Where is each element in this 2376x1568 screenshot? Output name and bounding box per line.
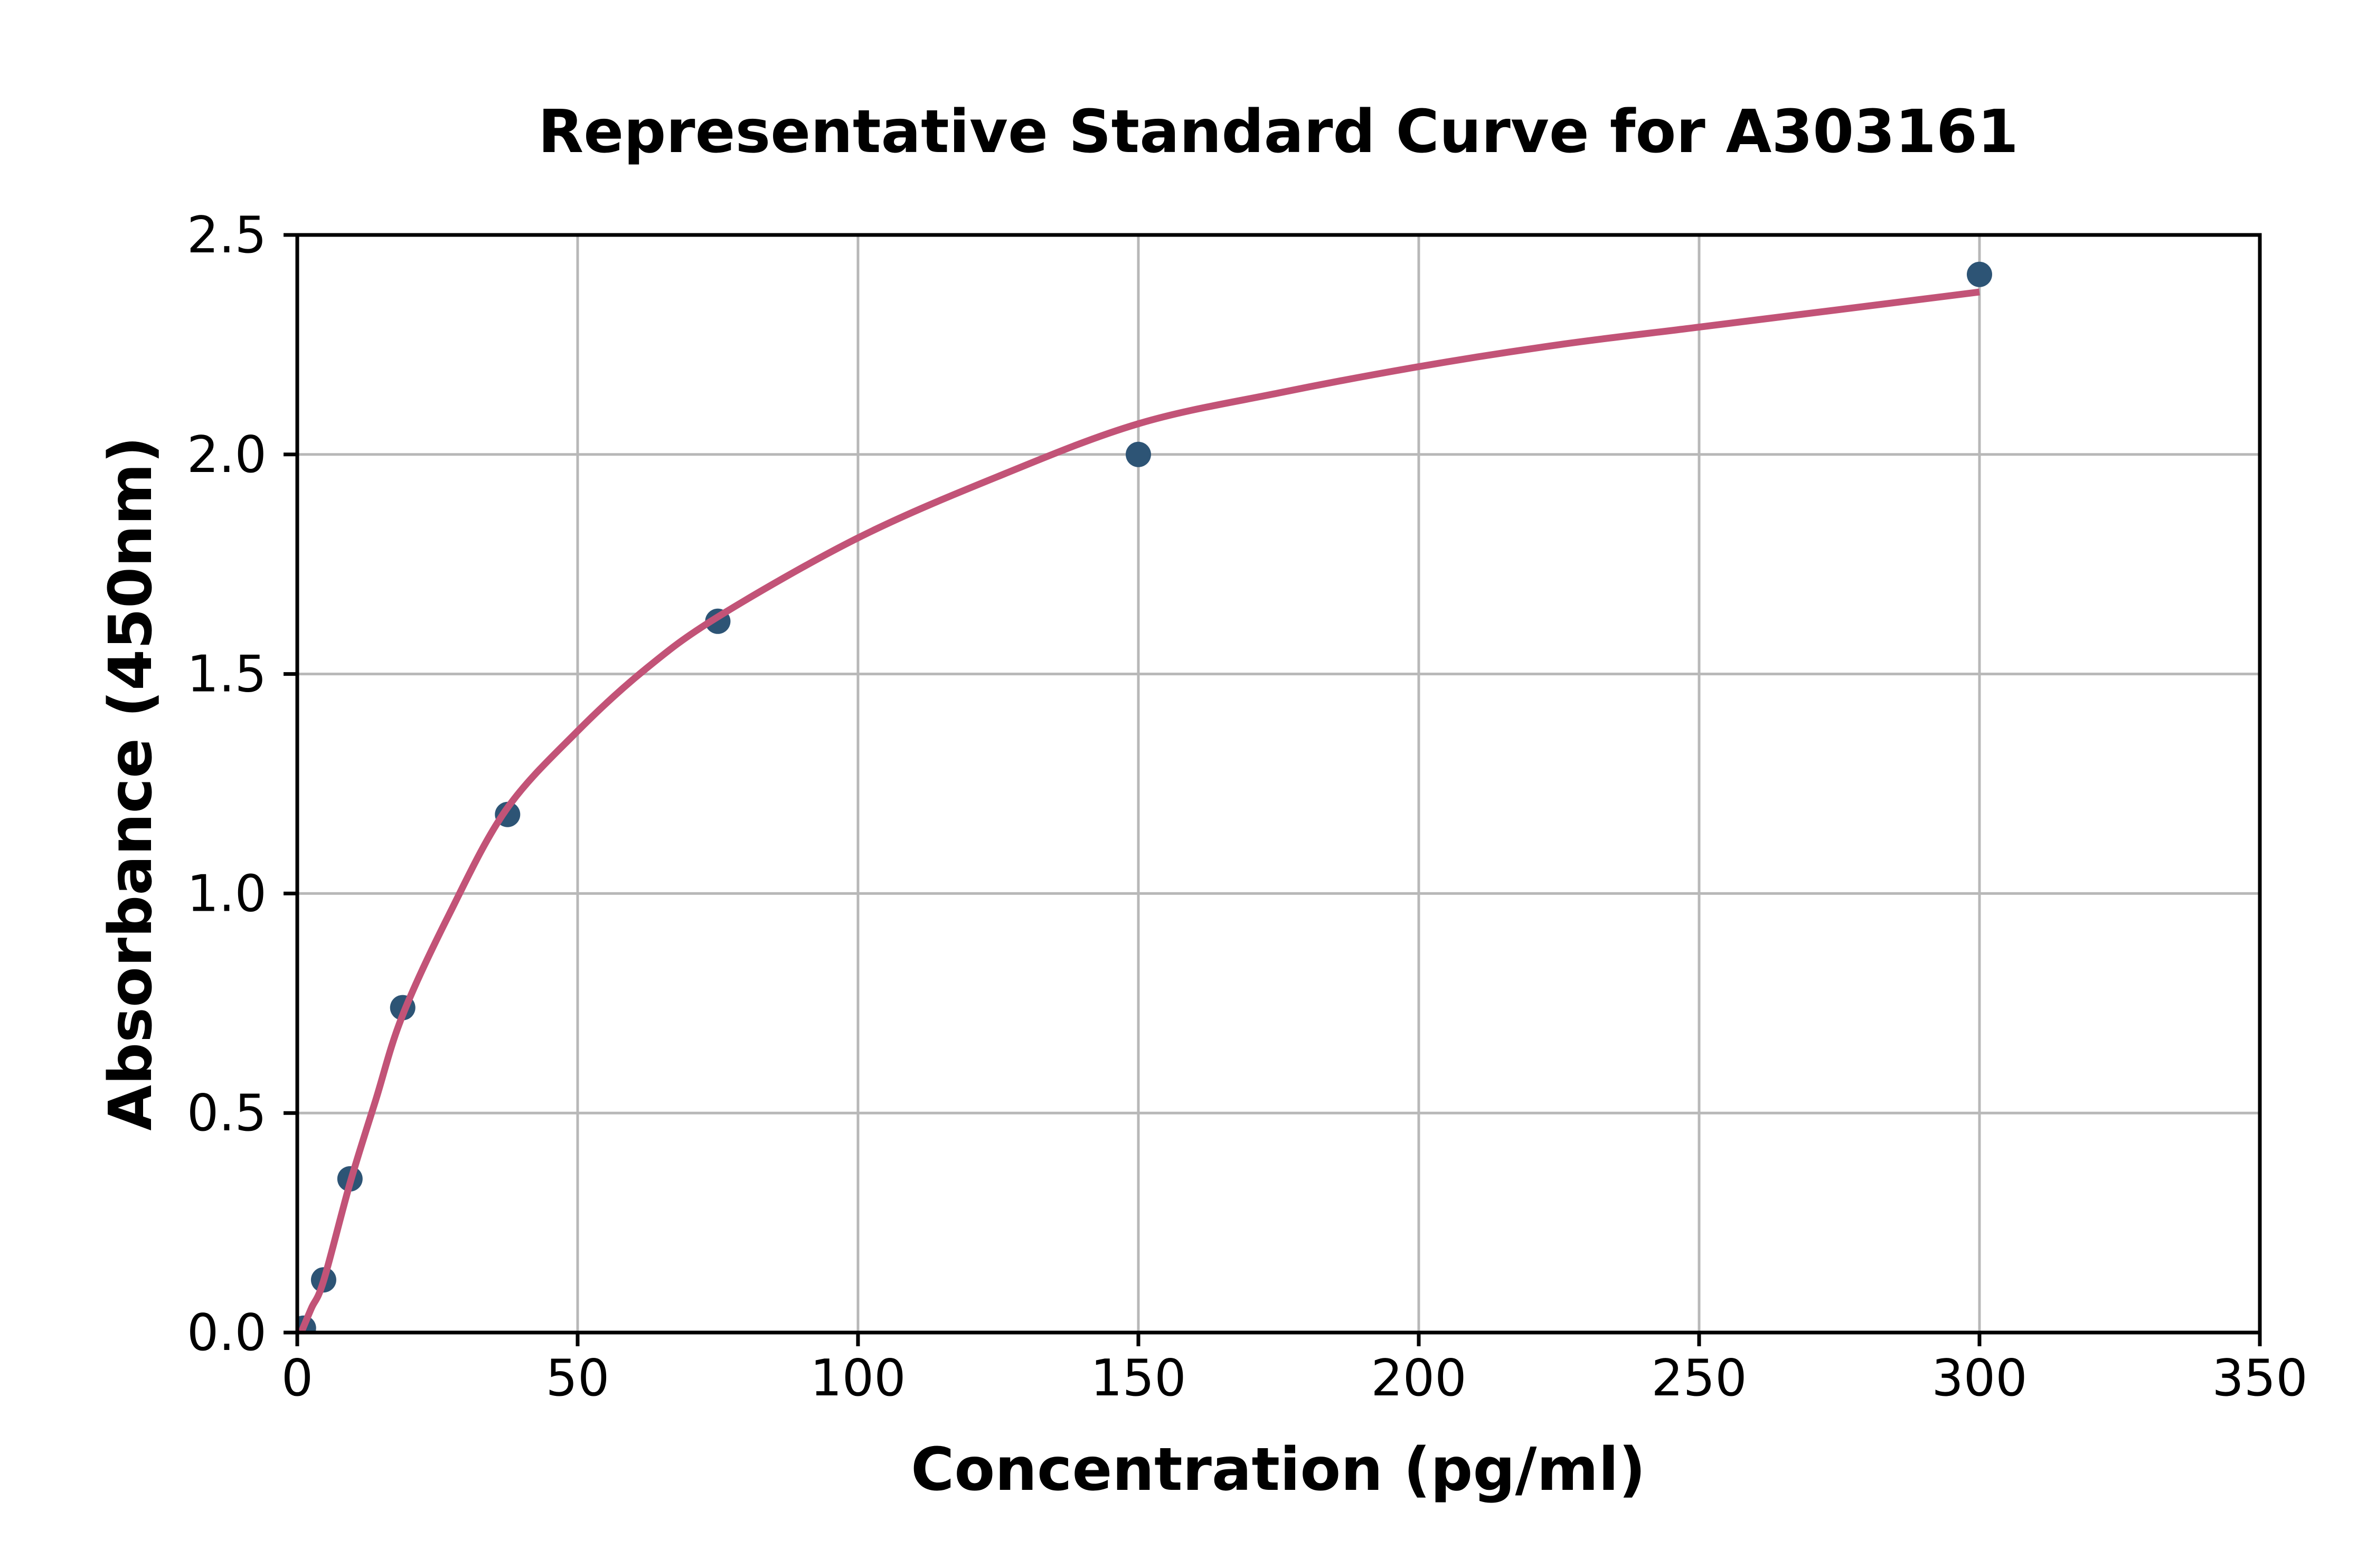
y-axis-label: Absorbance (450nm)	[97, 436, 165, 1130]
data-point-7	[1967, 261, 1992, 287]
axis-ticks: 0 50 100 150 200 250 300 350 0.0 0.5 1.0 1.5 2.0 2.5	[187, 206, 2308, 1408]
fit-curve	[298, 288, 1980, 1333]
data-point-6	[1126, 441, 1151, 467]
x-tick-label-100: 100	[810, 1349, 906, 1408]
x-tick-label-50: 50	[546, 1349, 610, 1408]
y-tick-label-1.5: 1.5	[187, 646, 267, 704]
x-tick-label-150: 150	[1090, 1349, 1186, 1408]
y-tick-label-1.0: 1.0	[187, 865, 267, 923]
y-tick-label-2.5: 2.5	[187, 206, 267, 265]
x-tick-label-350: 350	[2212, 1349, 2307, 1408]
x-tick-label-300: 300	[1931, 1349, 2027, 1408]
fit-curve-layer	[298, 288, 1980, 1333]
y-tick-label-0.5: 0.5	[187, 1084, 267, 1142]
y-tick-label-2.0: 2.0	[187, 426, 267, 484]
plot-border	[295, 233, 2262, 1335]
x-tick-label-0: 0	[281, 1349, 313, 1408]
chart-title: Representative Standard Curve for A30316…	[538, 98, 2019, 166]
gridlines	[297, 235, 2260, 1333]
plot-frame	[295, 233, 2262, 1335]
x-tick-label-200: 200	[1371, 1349, 1466, 1408]
x-axis-label: Concentration (pg/ml)	[911, 1435, 1646, 1504]
x-tick-label-250: 250	[1651, 1349, 1747, 1408]
y-tick-label-0.0: 0.0	[187, 1304, 267, 1362]
